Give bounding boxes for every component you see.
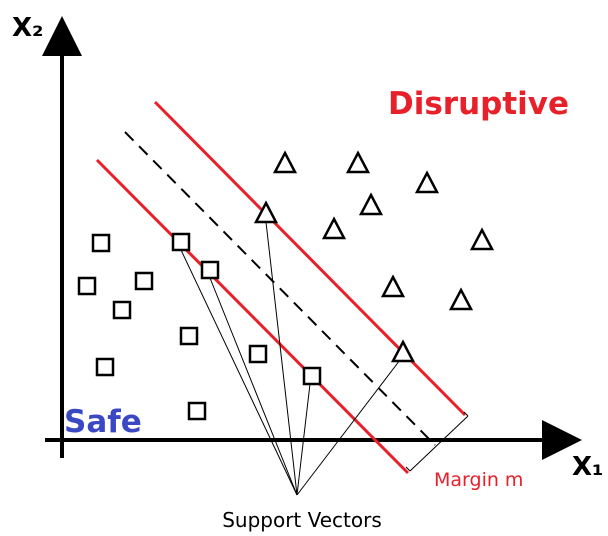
triangle-point xyxy=(253,200,279,224)
pointer xyxy=(209,277,298,496)
support-vector-pointers xyxy=(180,221,401,496)
triangle-point xyxy=(321,216,347,240)
class-label: Safe xyxy=(64,404,142,440)
square-point xyxy=(171,232,191,252)
triangles xyxy=(253,150,495,363)
x2-axis-label: X₂ xyxy=(12,13,43,43)
triangle-point xyxy=(414,170,440,194)
triangle-point xyxy=(345,150,371,174)
triangle-point xyxy=(448,287,474,311)
triangle-point xyxy=(390,339,416,363)
square-point xyxy=(200,260,220,280)
class-label: Disruptive xyxy=(388,86,569,122)
square-point xyxy=(134,271,154,291)
hyperplanes xyxy=(95,100,469,475)
pointer xyxy=(265,221,298,496)
square-point xyxy=(112,300,132,320)
decision-boundary xyxy=(124,131,436,446)
triangle-point xyxy=(358,192,384,216)
square-point xyxy=(248,344,268,364)
x1-axis-label: X₁ xyxy=(572,452,603,482)
pointer xyxy=(180,249,298,496)
square-point xyxy=(77,276,97,296)
margin-line xyxy=(95,158,410,475)
square-point xyxy=(95,357,115,377)
margin-line xyxy=(153,100,467,417)
pointer xyxy=(296,383,311,496)
square-point xyxy=(179,326,199,346)
square-point xyxy=(187,401,207,421)
support-vectors-label: Support Vectors xyxy=(222,508,382,532)
triangle-point xyxy=(469,227,495,251)
triangle-point xyxy=(380,274,406,298)
squares xyxy=(77,232,322,421)
margin-bracket xyxy=(405,411,469,472)
square-point xyxy=(302,366,322,386)
square-point xyxy=(91,233,111,253)
pointer xyxy=(296,359,401,496)
margin-label: Margin m xyxy=(434,469,523,491)
triangle-point xyxy=(272,150,298,174)
